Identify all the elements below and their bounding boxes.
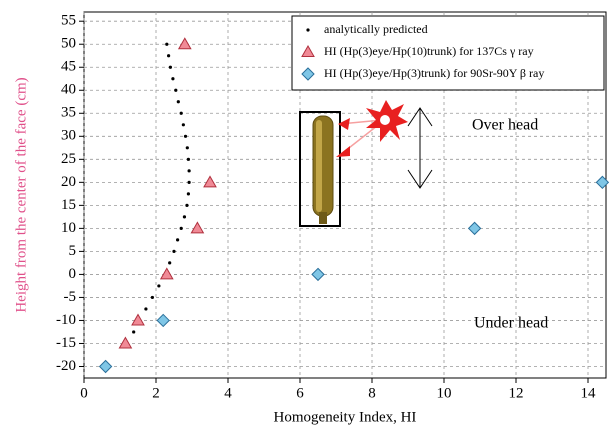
point [186, 192, 190, 196]
legend-label: analytically predicted [324, 22, 428, 36]
point [176, 238, 180, 242]
y-tick-label: 0 [69, 266, 77, 282]
y-tick-label: 35 [61, 105, 76, 121]
y-axis-label: Height from the center of the face (cm) [13, 77, 29, 312]
point [144, 307, 148, 311]
y-tick-label: 45 [61, 59, 76, 75]
y-tick-label: -10 [56, 312, 76, 328]
point [179, 226, 183, 230]
point [187, 180, 191, 184]
point [595, 175, 610, 190]
y-tick-label: 55 [61, 13, 76, 29]
point [190, 221, 205, 234]
point [186, 157, 190, 161]
point [165, 42, 169, 46]
y-tick-label: 50 [61, 36, 76, 52]
legend-label: HI (Hp(3)eye/Hp(3)trunk) for 90Sr-90Y β … [324, 66, 544, 80]
point [159, 267, 174, 280]
y-tick-label: 10 [61, 220, 76, 236]
x-tick-label: 14 [581, 385, 597, 401]
point [181, 123, 185, 127]
y-tick-label: 5 [69, 243, 77, 259]
point [179, 111, 183, 115]
x-tick-label: 8 [368, 385, 376, 401]
point [118, 336, 133, 349]
point [176, 100, 180, 104]
x-tick-label: 0 [80, 385, 88, 401]
y-tick-label: 40 [61, 82, 76, 98]
x-tick-label: 4 [224, 385, 232, 401]
point [177, 37, 192, 50]
point [131, 313, 145, 326]
point [156, 313, 170, 328]
point [168, 65, 172, 69]
point [311, 267, 325, 282]
point [150, 295, 154, 300]
legend-label: HI (Hp(3)eye/Hp(10)trunk) for 137Cs γ ra… [324, 44, 534, 58]
x-tick-label: 12 [509, 385, 524, 401]
point [185, 203, 189, 207]
x-tick-label: 10 [437, 385, 452, 401]
point [203, 175, 217, 188]
point [167, 54, 171, 58]
point [98, 359, 113, 374]
point [187, 169, 191, 173]
y-tick-label: -5 [64, 289, 77, 305]
point [467, 221, 482, 236]
legend-marker [306, 28, 310, 32]
x-axis-label: Homogeneity Index, HI [274, 409, 417, 425]
y-tick-label: 25 [61, 151, 76, 167]
point [172, 249, 176, 253]
point [168, 261, 172, 265]
y-tick-label: 20 [61, 174, 76, 190]
point [171, 77, 175, 81]
point [185, 146, 189, 150]
head-figure [299, 100, 433, 227]
y-tick-label: 15 [61, 197, 76, 213]
annotation: Over head [472, 117, 538, 134]
y-tick-label: -20 [56, 358, 76, 374]
y-tick-label: 30 [61, 128, 76, 144]
x-tick-label: 6 [296, 385, 304, 401]
legend: analytically predicted HI (Hp(3)eye/Hp(10… [291, 15, 605, 91]
point [182, 215, 187, 219]
legend-marker [301, 67, 315, 81]
annotation: Under head [474, 315, 548, 332]
legend-marker [301, 44, 315, 57]
x-tick-label: 2 [152, 385, 160, 401]
y-tick-label: -15 [56, 335, 76, 351]
point [174, 88, 178, 92]
point [183, 134, 188, 138]
point [132, 330, 136, 334]
point [157, 284, 161, 288]
